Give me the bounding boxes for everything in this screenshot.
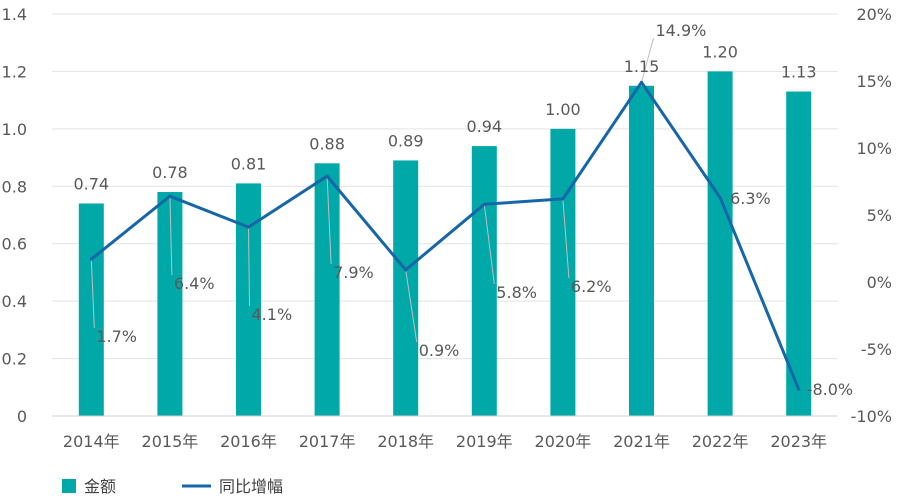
growth-point [797,387,801,391]
bar-value-label: 0.81 [231,154,267,173]
y-left-tick-label: 1.2 [2,62,27,81]
y-right-tick-label: 5% [867,206,892,225]
growth-point [718,196,722,200]
label-leader-line [483,204,495,285]
y-right-tick-label: 10% [856,139,892,158]
bars [78,71,812,417]
label-leader-line [90,259,95,329]
bar [707,71,733,416]
x-tick-label: 2022年 [692,432,749,451]
legend: 金额 同比增幅 [62,477,283,496]
label-leader-line [326,176,332,265]
growth-value-label: 14.9% [656,21,707,40]
x-tick-label: 2019年 [456,432,513,451]
growth-point [640,80,643,84]
bar-value-label: 1.15 [624,57,660,76]
bar [157,192,183,416]
y-left-tick-label: 0 [17,407,27,426]
axes: 0 0.2 0.4 0.6 0.8 1.0 1.2 1.4 -10% -5% 0% 5% 10% 15% 2… [2,5,892,451]
bar-value-label: 0.88 [309,134,345,153]
bar-value-label: 0.94 [466,117,502,136]
growth-point [247,225,250,229]
gridlines [52,13,838,417]
bar [786,91,812,417]
label-leader-line [405,269,418,343]
legend-label-amount: 金额 [84,477,116,496]
bar-value-label: 1.20 [702,42,738,61]
y-right-tick-label: -5% [861,340,892,359]
line-value-labels: 1.7% 6.4% 4.1% 7.9% 0.9% 5.8% 6.2% 14.9% 6.3% -8.… [96,21,853,399]
growth-line-path [90,80,801,390]
growth-value-label: 1.7% [96,327,137,346]
x-tick-label: 2020年 [535,432,592,451]
x-tick-label: 2017年 [299,432,356,451]
bar-value-label: 0.78 [152,163,188,182]
x-tick-label: 2023年 [770,432,827,451]
y-left-tick-label: 0.4 [2,292,27,311]
legend-label-growth: 同比增幅 [219,477,283,496]
x-tick-label: 2015年 [142,432,199,451]
label-leader-line [169,196,173,276]
label-leader-line [248,227,250,307]
bar [78,203,104,416]
growth-point [404,268,408,272]
y-right-tick-label: 15% [856,72,892,91]
growth-line [89,80,801,391]
y-left-tick-label: 1.4 [2,5,27,24]
bar-value-label: 0.89 [388,131,424,150]
bar [629,85,654,417]
y-left-tick-label: 0.2 [2,350,27,369]
label-leader-line [641,37,654,83]
y-right-tick-label: 0% [867,273,892,292]
x-tick-label: 2018年 [377,432,434,451]
growth-value-label: 0.9% [419,341,460,360]
bar [236,183,261,416]
bar-value-labels: 0.74 0.78 0.81 0.88 0.89 0.94 1.00 1.15 1.20 1.13 [73,42,816,193]
legend-swatch-amount [62,479,76,493]
growth-point [168,194,172,198]
y-left-tick-label: 0.6 [2,235,27,254]
growth-value-label: 6.2% [571,277,612,296]
y-left-tick-label: 1.0 [2,120,27,139]
bar-value-label: 0.74 [73,175,109,194]
growth-value-label: 6.4% [174,274,215,293]
growth-value-label: 7.9% [333,263,374,282]
growth-point [482,202,486,206]
y-right-tick-label: 20% [856,5,892,24]
growth-value-label: 5.8% [496,283,537,302]
label-leader-line [562,198,570,279]
y-right-tick-label: -10% [851,407,892,426]
x-tick-label: 2021年 [613,432,670,451]
x-tick-label: 2016年 [220,432,277,451]
bar [393,160,419,416]
x-tick-label: 2014年 [63,432,120,451]
bar-value-label: 1.00 [545,100,581,119]
bar [471,146,497,417]
growth-value-label: 6.3% [730,189,771,208]
bar-value-label: 1.13 [781,63,817,82]
growth-point [561,197,565,201]
bar [550,128,576,416]
growth-point [325,174,329,178]
growth-value-label: -8.0% [807,380,853,399]
y-left-tick-label: 0.8 [2,177,27,196]
label-leader-lines [90,37,654,343]
growth-value-label: 4.1% [252,305,293,324]
growth-point [89,257,93,261]
bar [314,163,340,416]
